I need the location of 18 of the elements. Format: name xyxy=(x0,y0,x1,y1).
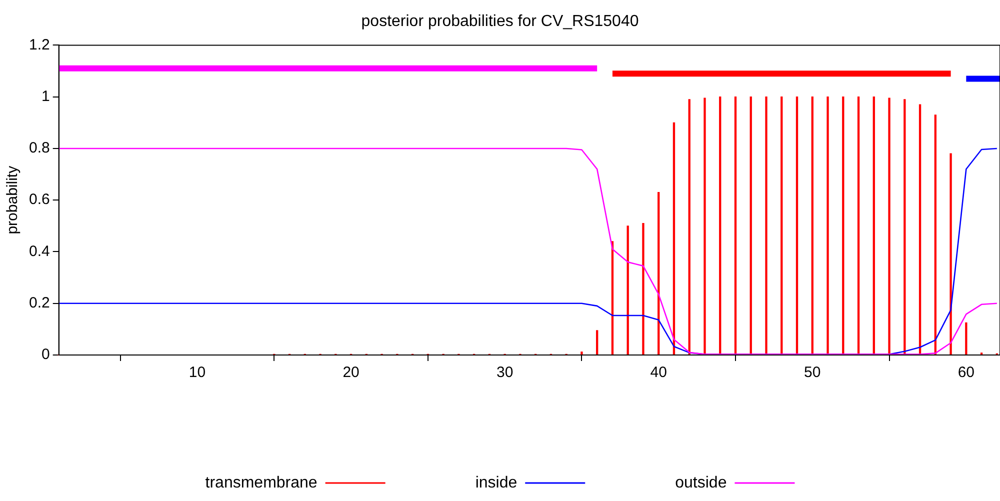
legend-label: transmembrane xyxy=(205,474,318,492)
y-tick-label: 1.2 xyxy=(28,36,50,54)
x-tick-label: 20 xyxy=(342,364,360,382)
legend-label: outside xyxy=(675,474,727,492)
y-tick-label: 0 xyxy=(42,346,50,364)
y-tick-label: 0.2 xyxy=(28,294,50,312)
x-tick-label: 60 xyxy=(958,364,975,382)
y-tick-label: 0.6 xyxy=(28,191,50,208)
x-tick-label: 40 xyxy=(650,364,667,382)
x-tick-label: 30 xyxy=(496,364,514,382)
y-axis-title: probability xyxy=(4,165,22,234)
chart-title: posterior probabilities for CV_RS15040 xyxy=(361,13,639,30)
x-tick-label: 10 xyxy=(188,364,206,382)
y-tick-label: 0.8 xyxy=(28,140,50,157)
y-tick-label: 0.4 xyxy=(28,242,50,260)
x-tick-label: 50 xyxy=(804,364,821,382)
y-tick-label: 1 xyxy=(42,88,50,105)
legend-label: inside xyxy=(475,474,518,492)
